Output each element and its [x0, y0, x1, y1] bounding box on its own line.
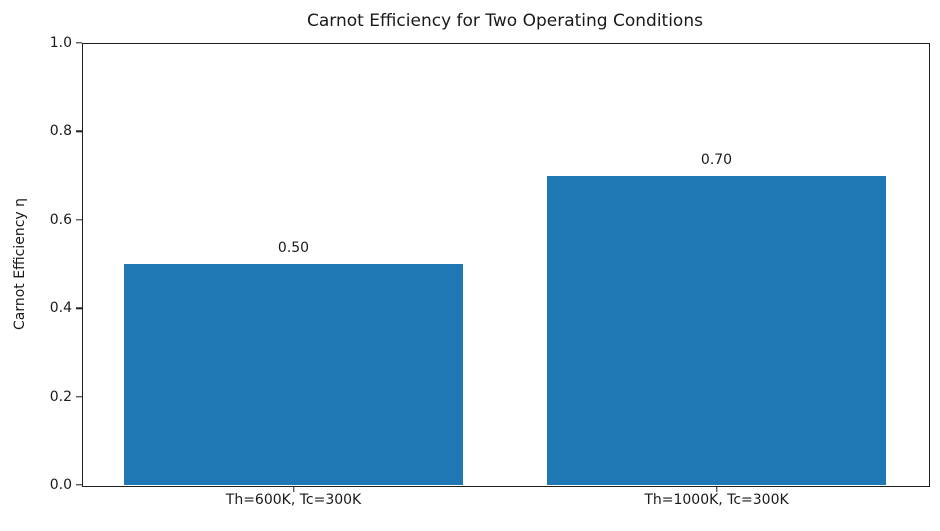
x-tick-mark [292, 486, 295, 492]
y-tick-mark [76, 219, 82, 221]
x-tick-mark [715, 486, 718, 492]
y-tick-mark [76, 395, 82, 398]
y-tick-label: 0.4 [49, 300, 72, 317]
bar [547, 175, 886, 485]
y-tick-label: 1.0 [49, 35, 72, 51]
y-tick-label: 0.8 [49, 123, 72, 140]
y-tick-label: 0.2 [49, 388, 72, 405]
y-tick-label: 0.0 [49, 477, 72, 493]
x-tick-label: Th=1000K, Tc=300K [644, 492, 789, 508]
chart-title: Carnot Efficiency for Two Operating Cond… [307, 11, 703, 31]
y-tick-mark [76, 42, 82, 44]
y-tick-mark [76, 484, 82, 486]
y-tick-mark [76, 130, 82, 133]
y-tick-label: 0.6 [49, 211, 72, 228]
bar-value-label: 0.70 [700, 151, 733, 168]
y-axis-label: Carnot Efficiency η [12, 197, 28, 331]
bar-value-label: 0.50 [277, 240, 310, 256]
y-tick-mark [76, 307, 82, 309]
x-tick-label: Th=600K, Tc=300K [225, 492, 362, 508]
bar [124, 264, 463, 485]
